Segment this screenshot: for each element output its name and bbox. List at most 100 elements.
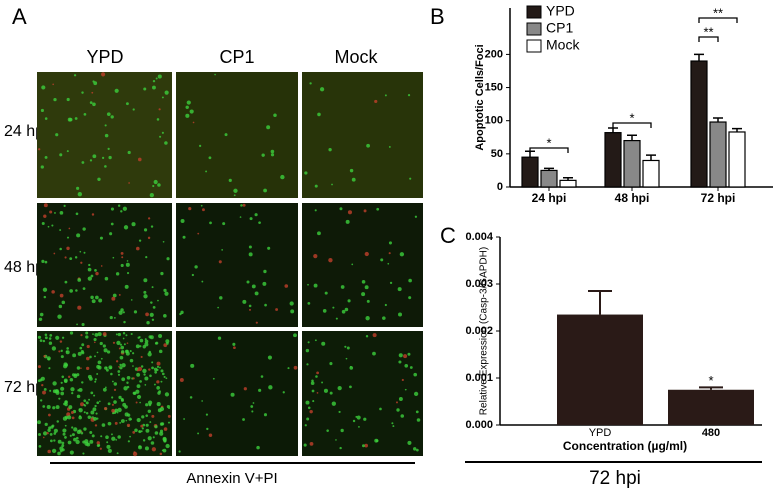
cell-dot (313, 253, 318, 259)
cell-dot (57, 314, 62, 319)
cell-dot (158, 333, 163, 338)
cell-dot (38, 444, 42, 448)
cell-dot (82, 452, 85, 455)
cell-dot (111, 396, 114, 399)
cell-dot (109, 366, 112, 370)
cell-dot (239, 216, 242, 218)
cell-dot (42, 405, 46, 408)
cell-dot (113, 400, 117, 404)
micrograph (176, 203, 298, 327)
cell-dot (156, 118, 160, 121)
cell-dot (54, 212, 56, 214)
cell-dot (61, 336, 65, 339)
cell-dot (197, 232, 200, 235)
cell-dot (49, 432, 53, 436)
cell-dot (131, 222, 136, 227)
cell-dot (384, 303, 387, 307)
cell-dot (99, 236, 103, 240)
cell-dot (83, 399, 87, 403)
cell-dot (116, 411, 119, 414)
cell-dot (162, 240, 165, 243)
cell-dot (51, 346, 57, 351)
cell-dot (163, 439, 167, 443)
cell-dot (86, 344, 90, 349)
x-tick-label: 480 (702, 427, 720, 439)
cell-dot (96, 351, 99, 354)
cell-dot (345, 357, 348, 360)
cell-dot (143, 290, 147, 294)
cell-dot (80, 402, 85, 407)
cell-dot (109, 315, 113, 320)
cell-dot (307, 406, 311, 410)
cell-dot (407, 440, 412, 445)
cell-dot (408, 278, 412, 283)
cell-dot (384, 94, 387, 97)
cell-dot (313, 283, 318, 288)
cell-dot (267, 246, 271, 250)
cell-dot (106, 441, 109, 444)
cell-dot (112, 293, 117, 298)
cell-dot (40, 108, 44, 113)
cell-dot (144, 376, 149, 381)
cell-dot (123, 386, 128, 391)
cell-dot (164, 392, 170, 397)
cell-dot (151, 286, 154, 289)
cell-dot (120, 263, 124, 268)
cell-dot (113, 388, 117, 392)
cell-dot (91, 91, 94, 94)
cell-dot (339, 207, 343, 211)
cell-dot (363, 417, 367, 421)
cell-dot (130, 299, 133, 301)
cell-dot (311, 379, 314, 382)
cell-dot (321, 341, 326, 346)
cell-dot (97, 443, 101, 447)
legend-label: YPD (546, 3, 575, 19)
cell-dot (156, 386, 160, 390)
cell-dot (148, 368, 151, 371)
cell-dot (255, 321, 258, 324)
cell-dot (59, 293, 64, 298)
cell-dot (147, 436, 152, 441)
cell-dot (323, 388, 328, 393)
cell-dot (208, 433, 213, 438)
cell-dot (94, 380, 97, 383)
cell-dot (98, 298, 103, 303)
cell-dot (314, 339, 317, 342)
cell-dot (107, 147, 110, 151)
cell-dot (125, 102, 129, 106)
cell-dot (252, 402, 255, 404)
cell-dot (99, 341, 103, 346)
cell-dot (140, 355, 143, 358)
cell-dot (104, 366, 108, 370)
cell-dot (121, 256, 124, 259)
cell-dot (217, 306, 219, 309)
cell-dot (88, 398, 91, 401)
cell-dot (53, 439, 56, 442)
cell-dot (71, 416, 75, 420)
cell-dot (68, 227, 71, 230)
cell-dot (136, 372, 141, 377)
cell-dot (126, 423, 131, 428)
cell-dot (379, 407, 382, 411)
cell-dot (120, 345, 125, 350)
cell-dot (159, 406, 165, 412)
cell-dot (162, 448, 167, 453)
cell-dot (138, 239, 142, 242)
cell-dot (59, 446, 64, 451)
cell-dot (305, 400, 310, 405)
cell-dot (118, 395, 122, 400)
cell-dot (139, 380, 142, 383)
cell-dot (106, 112, 111, 117)
cell-dot (164, 291, 169, 296)
cell-dot (147, 409, 152, 413)
cell-dot (218, 260, 222, 264)
cell-dot (335, 317, 338, 320)
cell-dot (158, 108, 161, 111)
cell-dot (159, 135, 162, 138)
cell-dot (58, 304, 63, 309)
cell-dot (143, 278, 148, 283)
cell-dot (66, 246, 70, 251)
y-tick-label: 50 (491, 148, 503, 160)
cell-dot (280, 174, 285, 180)
cell-dot (85, 331, 89, 335)
